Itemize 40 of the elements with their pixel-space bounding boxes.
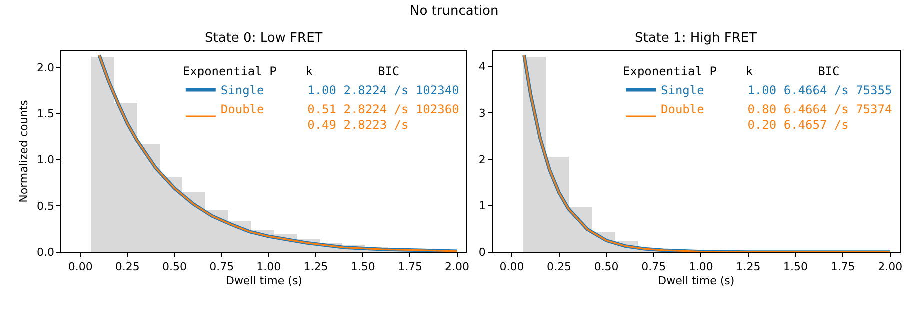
y-tick-label: 2.0 (37, 61, 55, 74)
x-tick-label: 1.75 (830, 260, 856, 274)
y-tick-label: 1.0 (37, 154, 55, 167)
chart-title: State 1: High FRET (635, 31, 758, 46)
x-axis-title: Dwell time (s) (658, 274, 735, 288)
x-tick-label: 1.00 (256, 260, 282, 274)
legend-label: Double 0.80 6.4664 /s 75374 0.20 6.4657 /s (661, 102, 892, 132)
x-tick-label: 0.25 (547, 260, 572, 274)
y-tick-label: 4 (478, 60, 486, 74)
y-tick-label: 0.0 (37, 246, 55, 260)
x-tick-label: 2.00 (445, 260, 470, 274)
legend-label: Single 1.00 6.4664 /s 75355 (661, 84, 892, 98)
x-tick-label: 0.75 (210, 260, 234, 274)
x-tick-label: 0.00 (500, 260, 524, 274)
chart-title: State 0: Low FRET (205, 31, 323, 46)
y-tick-label: 2 (478, 153, 486, 166)
legend-label: Double 0.51 2.8224 /s 102360 0.49 2.8223 /s (220, 102, 460, 132)
x-tick-label: 1.50 (350, 260, 376, 274)
x-tick-label: 1.50 (784, 260, 808, 274)
y-tick-label: 1.5 (37, 107, 55, 120)
y-tick-label: 3 (478, 106, 486, 120)
x-tick-label: 0.50 (594, 260, 619, 274)
y-tick-label: 1 (478, 200, 486, 213)
legend-title: Exponential P k BIC (623, 64, 840, 78)
x-tick-label: 0.25 (115, 260, 140, 274)
x-tick-label: 0.00 (68, 260, 93, 274)
legend-label: Single 1.00 2.8224 /s 102340 (220, 84, 460, 98)
x-tick-label: 2.00 (878, 260, 903, 274)
x-tick-label: 0.75 (642, 260, 666, 274)
x-tick-label: 1.75 (398, 260, 422, 274)
x-axis-title: Dwell time (s) (226, 274, 302, 288)
x-tick-label: 0.50 (162, 260, 188, 274)
y-axis-title: Normalized counts (18, 100, 31, 203)
legend-title: Exponential P k BIC (182, 64, 400, 78)
y-tick-label: 0.5 (37, 200, 55, 213)
x-tick-label: 1.25 (736, 260, 761, 274)
x-tick-label: 1.25 (304, 260, 328, 274)
y-tick-label: 0 (478, 246, 486, 260)
x-tick-label: 1.00 (688, 260, 714, 274)
text: No truncation (410, 4, 499, 19)
